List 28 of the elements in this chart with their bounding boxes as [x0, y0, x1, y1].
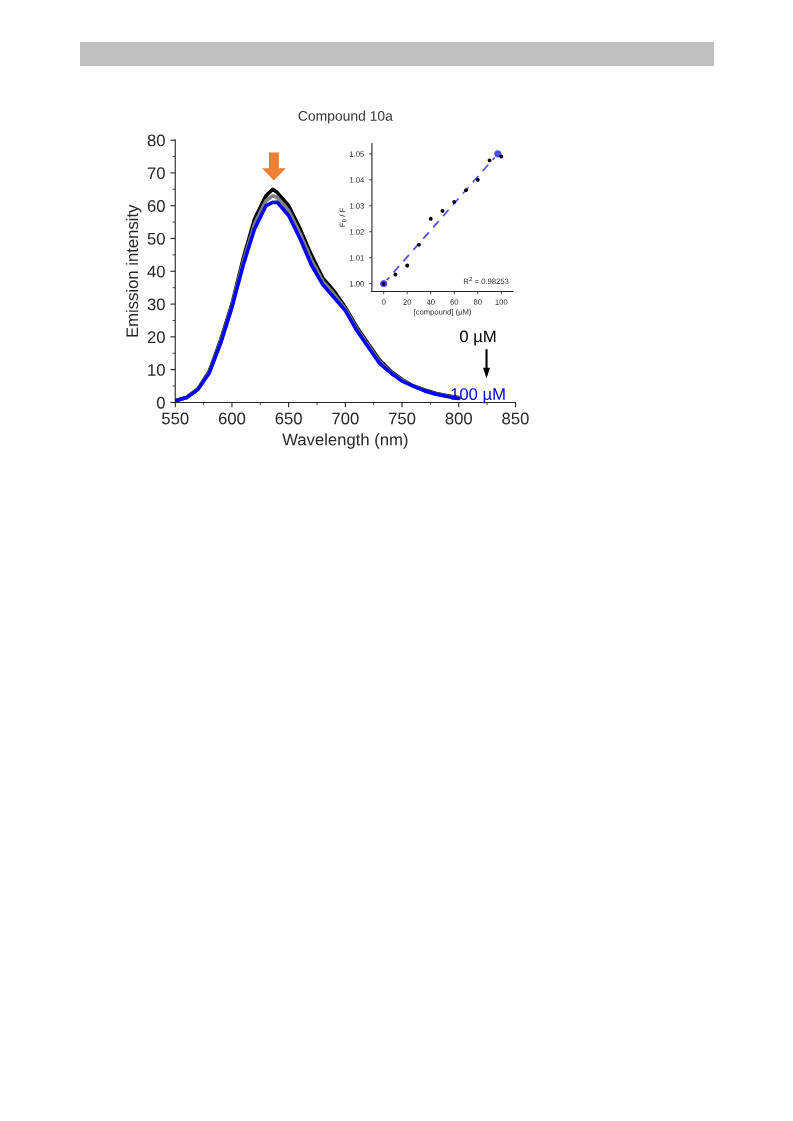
point — [393, 272, 398, 277]
point — [475, 177, 480, 182]
y-tick-label: 10 — [148, 364, 165, 376]
annotation: 0 µM — [459, 330, 496, 346]
point — [428, 216, 433, 221]
y-tick-label: 40 — [147, 265, 165, 278]
x-tick-label: 750 — [389, 412, 416, 425]
chart-title: Compound 10a — [298, 110, 393, 124]
x-tick-label: 650 — [275, 412, 302, 425]
x-tick-label: 700 — [332, 412, 359, 425]
point — [493, 149, 503, 159]
y-tick-label: 50 — [147, 232, 165, 245]
y-tick-label: 0 — [156, 396, 165, 409]
y-tick-label: 30 — [147, 298, 165, 311]
y-axis-title: Emission intensity — [125, 204, 142, 337]
y-tick-label: 70 — [147, 167, 165, 180]
point — [417, 242, 421, 247]
y-tick-label: 60 — [147, 200, 165, 212]
x-tick-label: 550 — [162, 412, 189, 425]
point — [452, 199, 457, 204]
x-axis-title: Wavelength (nm) — [282, 433, 408, 449]
y-tick-label: 80 — [147, 134, 165, 147]
y-tick-label: 20 — [147, 331, 165, 344]
point — [440, 209, 445, 213]
x-tick-label: 800 — [445, 412, 472, 425]
x-tick-label: 850 — [502, 412, 529, 425]
point — [464, 188, 468, 193]
x-tick-label: 600 — [218, 412, 246, 425]
